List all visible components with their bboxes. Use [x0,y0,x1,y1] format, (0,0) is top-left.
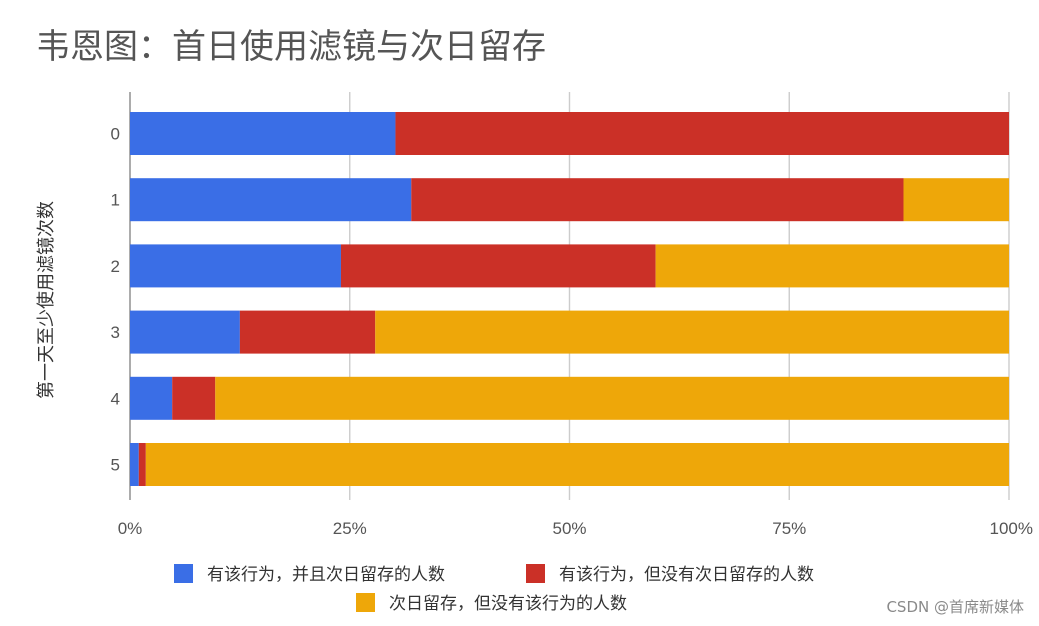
bar-segment-3-row-2 [655,244,1009,288]
y-tick-label: 2 [111,257,120,276]
legend-swatch [526,564,545,583]
watermark-text: CSDN @首席新媒体 [886,598,1024,616]
bar-segment-2-row-4 [172,376,216,420]
bar-segment-2-row-5 [138,443,146,486]
x-tick-labels: 0% 25% 50% 75% 100% [118,519,1033,538]
y-axis-label: 第一天至少使用滤镜次数 [36,201,57,399]
legend-label: 有该行为，并且次日留存的人数 [207,565,445,585]
bar-segment-1-row-2 [130,244,341,288]
bar-segment-1-row-4 [130,376,173,420]
legend: 有该行为，并且次日留存的人数 有该行为，但没有次日留存的人数次日留存，但没有该行为… [174,564,814,614]
bars [130,112,1010,486]
y-tick-labels: 0 1 2 3 4 5 [111,125,120,475]
bar-segment-1-row-5 [130,443,139,486]
y-tick-label: 0 [111,125,120,144]
x-tick-label: 75% [772,519,806,538]
bar-segment-3-row-3 [375,310,1010,354]
y-tick-label: 4 [111,389,120,408]
legend-label: 次日留存，但没有该行为的人数 [389,594,627,614]
x-tick-label: 100% [990,519,1033,538]
bar-segment-1-row-1 [130,178,412,222]
bar-segment-2-row-2 [340,244,656,288]
x-tick-label: 0% [118,519,143,538]
bar-segment-2-row-0 [395,112,1009,155]
bar-segment-2-row-3 [239,310,376,354]
gridlines [129,92,1010,500]
bar-segment-3-row-5 [145,443,1009,486]
y-tick-label: 3 [111,323,120,342]
x-tick-label: 25% [333,519,367,538]
chart-title: 韦恩图：首日使用滤镜与次日留存 [36,27,546,67]
bar-segment-1-row-3 [130,310,240,354]
x-tick-label: 50% [552,519,586,538]
bar-segment-2-row-1 [411,178,904,222]
legend-swatch [356,593,375,612]
bar-segment-3-row-1 [903,178,1009,222]
bar-segment-3-row-4 [215,376,1009,420]
legend-swatch [174,564,193,583]
legend-label: 有该行为，但没有次日留存的人数 [559,565,814,585]
y-tick-label: 1 [111,191,120,210]
bar-segment-1-row-0 [130,112,396,155]
y-tick-label: 5 [111,456,120,475]
